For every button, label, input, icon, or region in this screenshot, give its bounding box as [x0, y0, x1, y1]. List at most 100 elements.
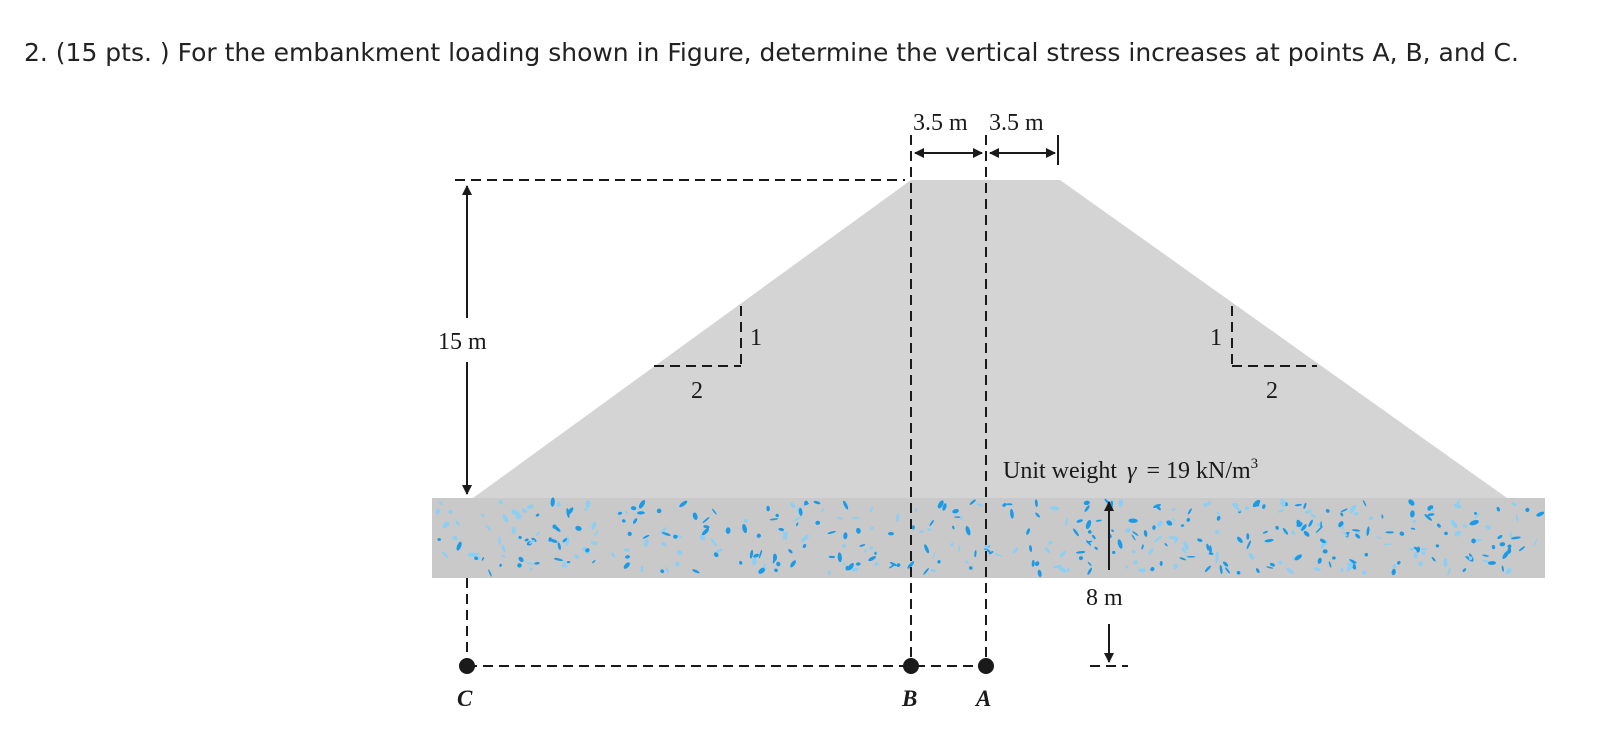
soil-speckle	[1131, 534, 1136, 541]
soil-speckle	[1035, 512, 1041, 518]
soil-speckle	[1186, 556, 1196, 558]
soil-speckle	[591, 521, 597, 530]
soil-speckle	[1266, 566, 1274, 569]
soil-speckle	[710, 538, 718, 547]
soil-speckle	[815, 520, 821, 525]
soil-speckle	[842, 544, 846, 548]
soil-speckle	[1262, 530, 1269, 534]
soil-speckle	[1255, 502, 1260, 507]
soil-speckle	[501, 544, 506, 553]
soil-speckle	[1078, 556, 1084, 561]
point-c-label: C	[457, 686, 473, 711]
soil-speckle	[1299, 526, 1302, 531]
soil-speckle	[778, 527, 785, 532]
soil-speckle	[743, 518, 748, 523]
soil-speckle	[643, 539, 649, 547]
soil-speckle	[843, 500, 849, 510]
soil-speckle	[564, 565, 569, 568]
soil-speckle	[526, 504, 534, 510]
slope-left-vertical-label: 1	[750, 325, 762, 351]
soil-speckle	[1340, 567, 1344, 573]
soil-speckle	[1518, 546, 1526, 552]
soil-speckle	[1204, 565, 1211, 572]
soil-speckle	[715, 548, 723, 553]
soil-speckle	[1280, 498, 1286, 508]
soil-speckle	[585, 500, 591, 509]
soil-speckle	[1497, 534, 1503, 540]
soil-speckle	[1133, 560, 1138, 565]
soil-speckle	[766, 505, 770, 512]
slope-right-horizontal-label: 2	[1266, 378, 1278, 404]
soil-speckle	[772, 553, 778, 561]
point-a-marker	[978, 658, 994, 674]
soil-speckle	[1076, 519, 1083, 523]
soil-speckle	[753, 553, 760, 558]
soil-speckle	[769, 518, 779, 521]
soil-speckle	[1180, 524, 1185, 527]
soil-speckle	[1026, 528, 1031, 535]
soil-speckle	[907, 561, 915, 569]
point-a-label: A	[974, 686, 991, 711]
soil-speckle	[1179, 557, 1187, 561]
soil-speckle	[713, 552, 719, 558]
soil-speckle	[874, 551, 877, 555]
soil-speckle	[837, 552, 842, 563]
depth-label: 8 m	[1086, 585, 1123, 611]
soil-speckle	[1340, 508, 1348, 513]
soil-speckle	[525, 561, 535, 565]
soil-speckle	[1340, 512, 1344, 517]
soil-speckle	[1447, 566, 1451, 577]
soil-speckle	[711, 508, 717, 515]
soil-speckle	[481, 513, 485, 517]
soil-speckle	[802, 543, 807, 549]
soil-speckle	[1313, 567, 1321, 572]
soil-speckle	[1002, 503, 1007, 507]
soil-speckle	[1244, 506, 1250, 511]
soil-speckle	[638, 500, 646, 509]
soil-speckle	[585, 548, 590, 553]
soil-speckle	[640, 565, 644, 573]
soil-speckle	[437, 538, 441, 541]
soil-speckle	[776, 561, 781, 567]
soil-speckle	[531, 537, 537, 542]
soil-speckle	[1474, 511, 1477, 515]
soil-speckle	[1148, 547, 1154, 555]
soil-speckle	[529, 539, 535, 544]
soil-speckle	[1351, 529, 1361, 532]
soil-speckle	[549, 538, 558, 543]
soil-speckle	[1431, 556, 1436, 562]
soil-speckle	[1150, 567, 1155, 572]
soil-speckle	[813, 500, 821, 505]
soil-speckle	[1236, 570, 1241, 575]
soil-speckle	[749, 549, 754, 559]
soil-speckle	[1509, 531, 1513, 540]
soil-speckle	[1317, 557, 1322, 564]
soil-speckle	[1128, 518, 1138, 523]
soil-speckle	[1216, 515, 1221, 521]
soil-speckle	[439, 501, 443, 506]
soil-speckle	[575, 525, 582, 531]
soil-speckle	[1474, 512, 1480, 519]
soil-speckle	[502, 514, 509, 523]
soil-speckle	[1248, 552, 1255, 560]
soil-speckle	[1073, 528, 1079, 537]
soil-speckle	[803, 502, 810, 506]
top-width-right-label: 3.5 m	[989, 110, 1044, 136]
soil-speckle	[1392, 564, 1397, 569]
soil-speckle	[1424, 514, 1433, 521]
soil-speckle	[796, 522, 799, 527]
soil-speckle	[958, 545, 961, 552]
soil-speckle	[1366, 526, 1370, 536]
soil-speckle	[1047, 540, 1053, 545]
soil-speckle	[590, 541, 598, 545]
soil-speckle	[1505, 568, 1512, 575]
soil-speckle	[1215, 554, 1219, 564]
soil-speckle	[1037, 569, 1042, 578]
soil-speckle	[677, 550, 683, 555]
soil-speckle	[1058, 566, 1067, 573]
soil-speckle	[501, 554, 506, 558]
soil-speckle	[1381, 514, 1384, 519]
soil-speckle	[896, 563, 901, 567]
soil-speckle	[1034, 499, 1038, 508]
soil-speckle	[1471, 538, 1476, 544]
